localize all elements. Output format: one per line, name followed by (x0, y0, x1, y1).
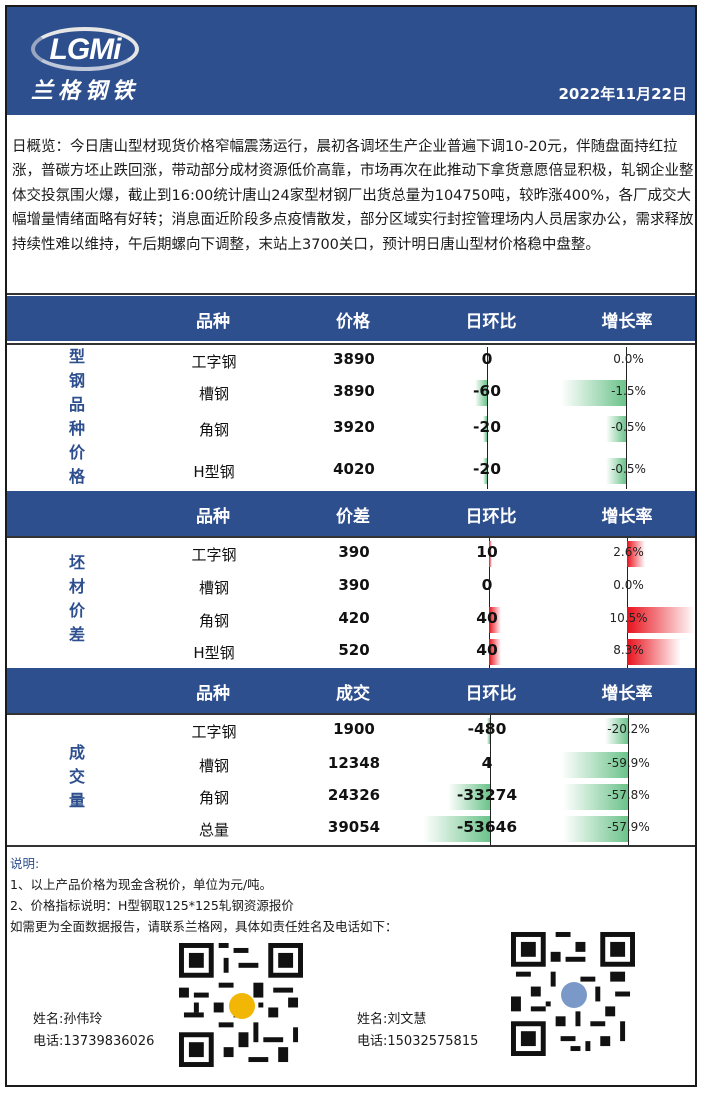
rate-bar (563, 816, 628, 842)
note-line-2: 2、价格指标说明：H型钢取125*125轧钢资源报价 (10, 898, 294, 913)
report-frame: LGMi 兰格钢铁 2022年11月22日 日概览：今日唐山型材现货价格窄幅震荡… (5, 5, 697, 1087)
rate-bar (563, 784, 628, 810)
contact-1-phone: 电话:13739836026 (33, 1034, 155, 1049)
section-label-steel-price: 型钢品种价格 (68, 347, 85, 486)
section-1-header: 品种 价格 日环比 增长率 (7, 296, 695, 341)
change-bar (489, 541, 492, 567)
table-row: 角钢 3920 -20 -0.5% (7, 413, 695, 445)
notes-title: 说明: (10, 856, 40, 871)
header-variety: 品种 (196, 507, 230, 527)
divider (7, 845, 695, 847)
note-line-1: 1、以上产品价格为现金含税价，单位为元/吨。 (10, 877, 273, 892)
divider (7, 293, 695, 295)
table-row: 槽钢 12348 4 -59.9% (7, 749, 695, 781)
qr-code-contact-1[interactable] (179, 943, 303, 1067)
header-growth-rate: 增长率 (601, 507, 653, 527)
contact-1: 姓名:孙伟玲 电话:13739836026 (33, 1009, 154, 1053)
table-row: 槽钢 390 0 0.0% (198, 576, 644, 597)
contact-2-phone: 电话:15032575815 (357, 1034, 479, 1049)
section-2-header: 品种 价差 日环比 增长率 (7, 491, 695, 536)
daily-summary: 日概览：今日唐山型材现货价格窄幅震荡运行，晨初各调坯生产企业普遍下调10-20元… (12, 139, 694, 253)
change-bar (475, 380, 487, 406)
report-date: 2022年11月22日 (558, 85, 688, 103)
rate-bar (606, 416, 626, 442)
qr-code-contact-2[interactable] (511, 932, 635, 1056)
section-label-billet-spread: 坯材价差 (68, 553, 85, 644)
header-growth-rate: 增长率 (601, 312, 653, 332)
header-daily-change: 日环比 (465, 684, 517, 704)
avatar (561, 982, 587, 1008)
rate-axis (626, 347, 627, 489)
avatar (229, 993, 255, 1019)
rate-bar (561, 380, 626, 406)
change-bar (489, 607, 501, 633)
header-price: 价格 (336, 312, 370, 332)
note-line-3: 如需更为全面数据报告，请联系兰格网，具体如责任姓名及电话如下： (10, 919, 398, 934)
change-bar (489, 639, 501, 665)
rate-axis (628, 715, 629, 845)
header-spread: 价差 (336, 507, 370, 527)
rate-axis (627, 538, 628, 668)
report-header: LGMi 兰格钢铁 2022年11月22日 (7, 7, 695, 115)
rate-bar (627, 541, 645, 567)
change-bar (448, 784, 490, 810)
section-label-volume: 成交量 (68, 743, 85, 810)
header-daily-change: 日环比 (465, 507, 517, 527)
table-row: H型钢 4020 -20 -0.5% (7, 455, 695, 487)
qr-pattern (179, 943, 303, 1067)
contact-2: 姓名:刘文慧 电话:15032575815 (357, 1009, 478, 1053)
notes: 说明: 1、以上产品价格为现金含税价，单位为元/吨。 2、价格指标说明：H型钢取… (10, 853, 398, 937)
contact-1-name: 姓名:孙伟玲 (33, 1012, 103, 1027)
logo-chinese-name: 兰格钢铁 (31, 78, 140, 104)
table-row: 工字钢 390 10 2.6% (7, 538, 695, 570)
divider (7, 343, 695, 345)
table-row: H型钢 520 40 8.3% (7, 636, 695, 668)
rate-bar (561, 752, 628, 778)
divider (7, 536, 695, 538)
table-row: 角钢 420 40 10.5% (7, 604, 695, 636)
table-row: 总量 39054 -53646 -57.9% (7, 813, 695, 845)
rate-bar (627, 639, 681, 665)
table-row: 工字钢 1900 -480 -20.2% (7, 715, 695, 747)
change-bar (423, 816, 490, 842)
section-3-header: 品种 成交 日环比 增长率 (7, 668, 695, 713)
change-axis (490, 715, 491, 845)
change-axis (489, 538, 490, 668)
table-row: 角钢 24326 -33274 -57.8% (7, 781, 695, 813)
header-variety: 品种 (196, 312, 230, 332)
change-bar (487, 718, 490, 744)
divider (7, 713, 695, 715)
header-volume: 成交 (336, 684, 370, 704)
change-bar (483, 416, 487, 442)
logo: LGMi (49, 33, 122, 66)
change-axis (487, 347, 488, 489)
logo-oval (31, 27, 139, 71)
table-row: 槽钢 3890 -60 -1.5% (7, 377, 695, 409)
change-bar (483, 458, 487, 484)
contact-2-name: 姓名:刘文慧 (357, 1012, 427, 1027)
rate-bar (627, 607, 695, 633)
rate-bar (605, 718, 628, 744)
header-growth-rate: 增长率 (601, 684, 653, 704)
table-row: 工字钢 3890 0 0.0% (191, 350, 644, 371)
header-variety: 品种 (196, 684, 230, 704)
header-daily-change: 日环比 (465, 312, 517, 332)
rate-bar (606, 458, 626, 484)
